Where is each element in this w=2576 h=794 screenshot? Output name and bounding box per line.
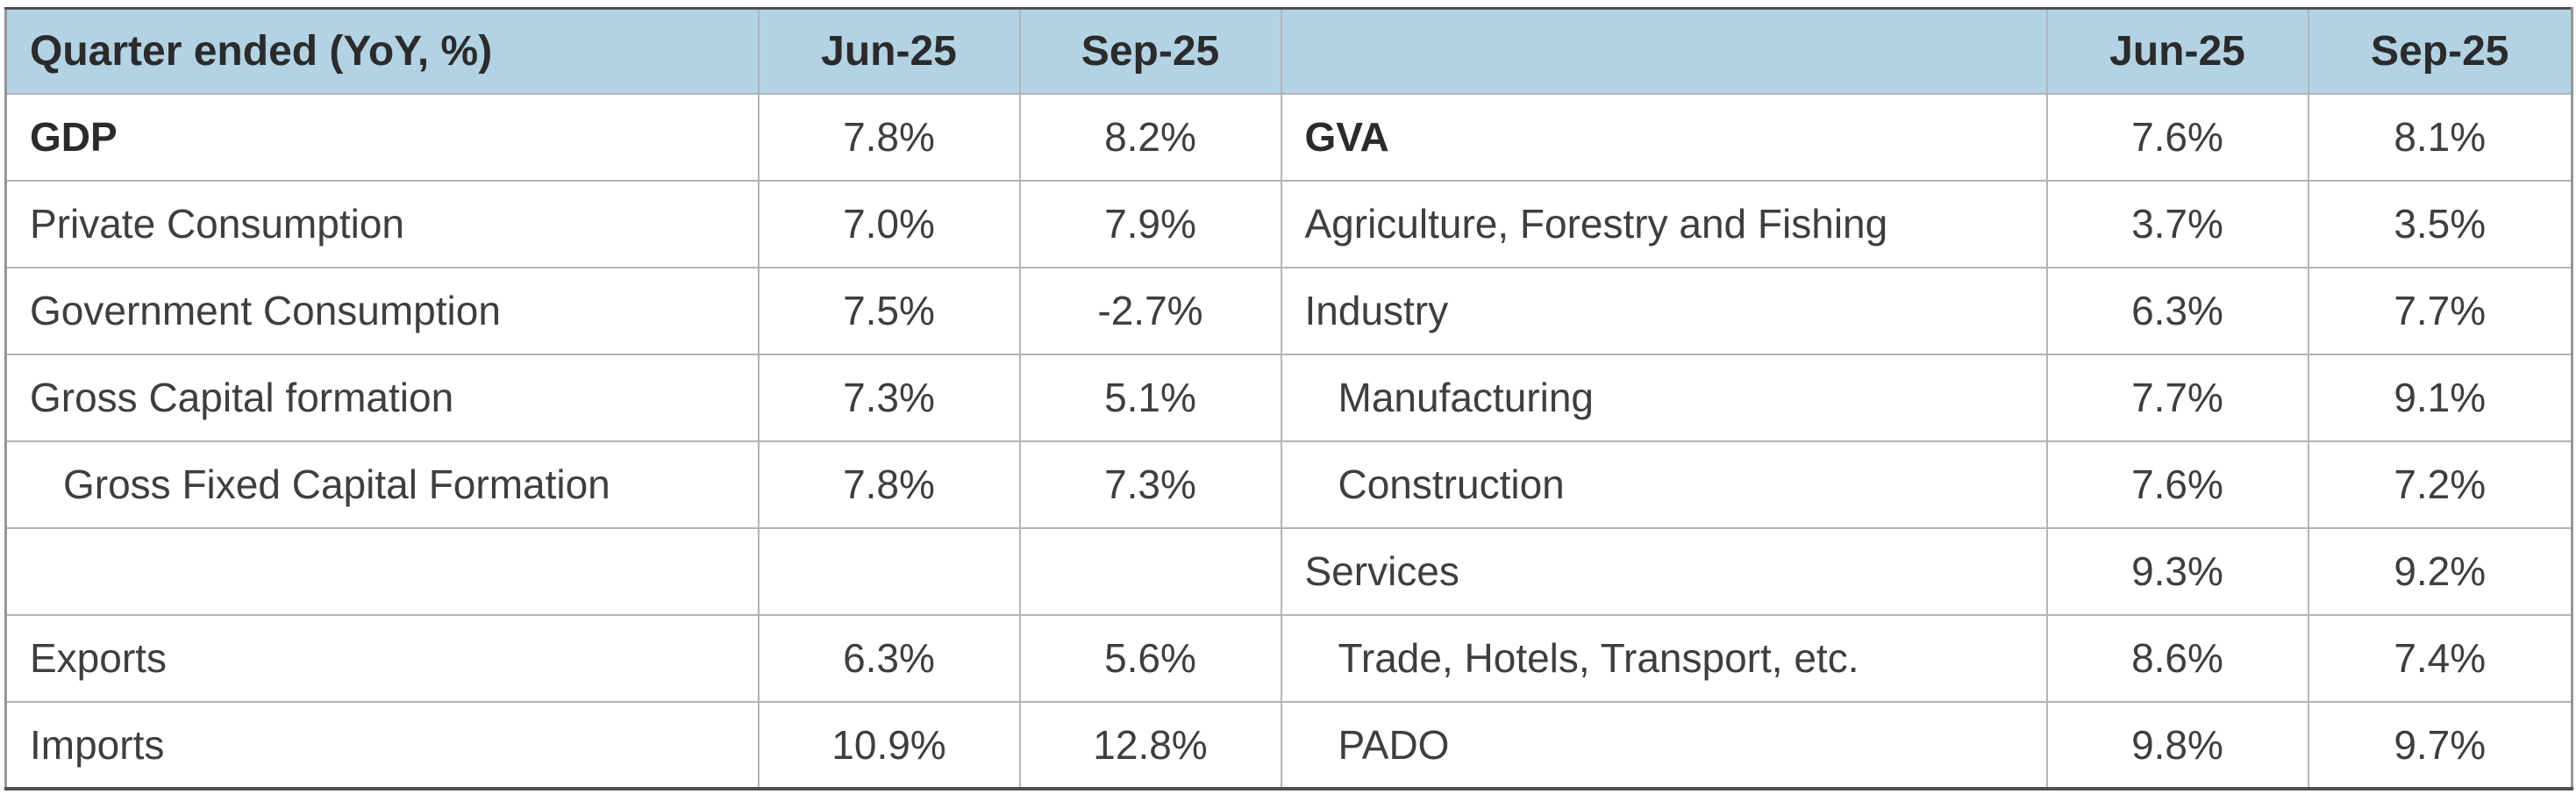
table-row: Gross Capital formation 7.3% 5.1% Manufa… [4, 353, 2573, 442]
value-cell: 3.5% [2307, 179, 2573, 268]
value-cell: 8.1% [2307, 92, 2573, 182]
value-cell: 7.4% [2307, 613, 2573, 703]
table-body: GDP 7.8% 8.2% GVA 7.6% 8.1% Private Cons… [4, 92, 2573, 790]
value-cell: 9.7% [2307, 700, 2573, 790]
value-cell [1018, 526, 1282, 616]
value-cell: 7.6% [2045, 92, 2309, 182]
value-cell: 7.6% [2045, 440, 2309, 529]
label-cell-services: Services [1280, 526, 2048, 616]
label-cell-gross-capital-formation: Gross Capital formation [4, 353, 760, 442]
value-cell: 8.6% [2045, 613, 2309, 703]
value-cell: 7.7% [2307, 266, 2573, 355]
value-cell [757, 526, 1021, 616]
value-cell: 5.1% [1018, 353, 1282, 442]
label-cell-gva: GVA [1280, 92, 2048, 182]
label-cell-pado: PADO [1280, 700, 2048, 790]
label-cell-blank [4, 526, 760, 616]
table-title: Quarter ended (YoY, %) [4, 7, 760, 95]
label-cell-gdp: GDP [4, 92, 760, 182]
value-cell: 7.8% [757, 92, 1021, 182]
value-cell: 10.9% [757, 700, 1021, 790]
value-cell: 7.2% [2307, 440, 2573, 529]
value-cell: 6.3% [757, 613, 1021, 703]
value-cell: 7.3% [1018, 440, 1282, 529]
gdp-gva-quarterly-table: Quarter ended (YoY, %) Jun-25 Sep-25 Jun… [4, 7, 2573, 790]
table-row: Services 9.3% 9.2% [4, 526, 2573, 616]
value-cell: 9.2% [2307, 526, 2573, 616]
column-header-sep-left: Sep-25 [1018, 7, 1282, 95]
value-cell: -2.7% [1018, 266, 1282, 355]
value-cell: 12.8% [1018, 700, 1282, 790]
label-cell-construction: Construction [1280, 440, 2048, 529]
table-row: Government Consumption 7.5% -2.7% Indust… [4, 266, 2573, 355]
label-cell-industry: Industry [1280, 266, 2048, 355]
label-cell-private-consumption: Private Consumption [4, 179, 760, 268]
header-row: Quarter ended (YoY, %) Jun-25 Sep-25 Jun… [4, 7, 2573, 95]
value-cell: 5.6% [1018, 613, 1282, 703]
value-cell: 7.7% [2045, 353, 2309, 442]
table-header: Quarter ended (YoY, %) Jun-25 Sep-25 Jun… [4, 7, 2573, 95]
table-row: Private Consumption 7.0% 7.9% Agricultur… [4, 179, 2573, 268]
label-cell-gross-fixed-capital-formation: Gross Fixed Capital Formation [4, 440, 760, 529]
label-cell-imports: Imports [4, 700, 760, 790]
label-cell-exports: Exports [4, 613, 760, 703]
label-cell-agriculture: Agriculture, Forestry and Fishing [1280, 179, 2048, 268]
value-cell: 7.9% [1018, 179, 1282, 268]
table-row: GDP 7.8% 8.2% GVA 7.6% 8.1% [4, 92, 2573, 182]
table-row: Imports 10.9% 12.8% PADO 9.8% 9.7% [4, 700, 2573, 790]
table-row: Gross Fixed Capital Formation 7.8% 7.3% … [4, 440, 2573, 529]
label-cell-manufacturing: Manufacturing [1280, 353, 2048, 442]
value-cell: 3.7% [2045, 179, 2309, 268]
value-cell: 7.3% [757, 353, 1021, 442]
column-header-jun-left: Jun-25 [757, 7, 1021, 95]
value-cell: 9.3% [2045, 526, 2309, 616]
table-row: Exports 6.3% 5.6% Trade, Hotels, Transpo… [4, 613, 2573, 703]
label-cell-trade-hotels-transport: Trade, Hotels, Transport, etc. [1280, 613, 2048, 703]
value-cell: 7.5% [757, 266, 1021, 355]
value-cell: 6.3% [2045, 266, 2309, 355]
value-cell: 9.8% [2045, 700, 2309, 790]
label-cell-government-consumption: Government Consumption [4, 266, 760, 355]
column-header-sep-right: Sep-25 [2307, 7, 2573, 95]
value-cell: 9.1% [2307, 353, 2573, 442]
value-cell: 7.0% [757, 179, 1021, 268]
header-spacer [1280, 7, 2048, 95]
column-header-jun-right: Jun-25 [2045, 7, 2309, 95]
value-cell: 8.2% [1018, 92, 1282, 182]
value-cell: 7.8% [757, 440, 1021, 529]
